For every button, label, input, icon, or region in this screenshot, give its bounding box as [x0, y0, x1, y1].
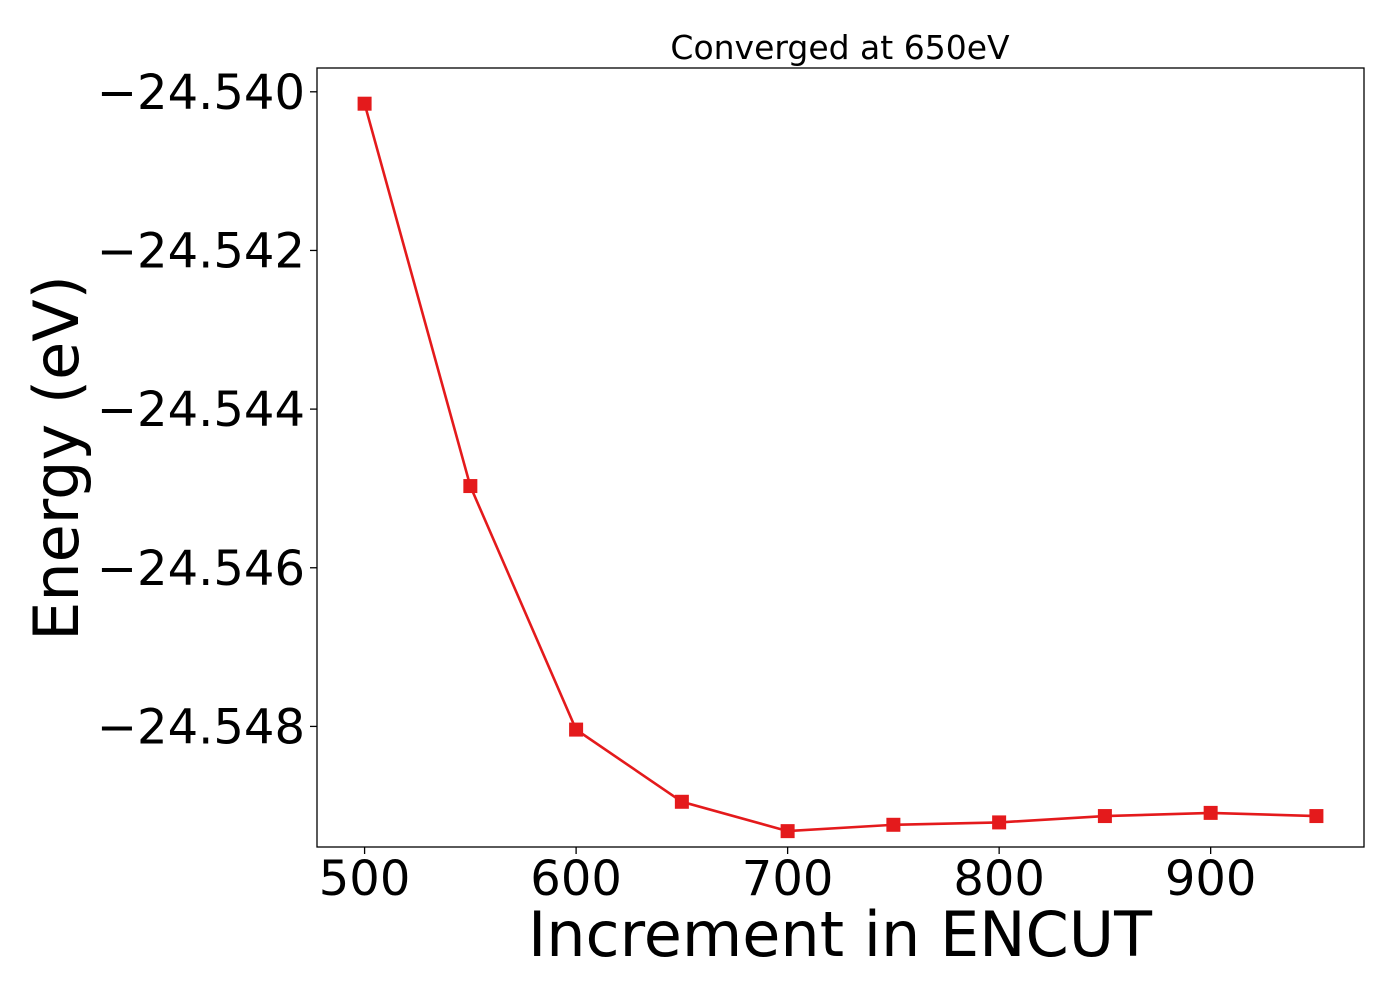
y-axis: −24.540 −24.542 −24.544 −24.546 −24.548	[97, 65, 317, 755]
data-point-marker	[1309, 809, 1324, 824]
x-axis: 500 600 700 800 900	[319, 847, 1257, 907]
y-tick-label: −24.546	[97, 541, 305, 597]
y-axis-label: Energy (eV)	[20, 275, 93, 641]
y-tick-label: −24.542	[97, 223, 305, 279]
data-point-marker	[463, 479, 478, 494]
x-axis-label: Increment in ENCUT	[528, 898, 1153, 971]
plot-area-frame	[316, 67, 1365, 848]
y-tick-label: −24.544	[97, 382, 305, 438]
x-tick-label: 500	[319, 851, 411, 907]
x-tick-label: 800	[953, 851, 1045, 907]
data-point-marker	[674, 794, 689, 809]
data-point-marker	[780, 824, 795, 839]
chart-title: Converged at 650eV	[670, 28, 1010, 67]
series-layer	[357, 96, 1324, 839]
data-point-marker	[569, 722, 584, 737]
y-tick-label: −24.548	[97, 699, 305, 755]
data-point-marker	[886, 817, 901, 832]
x-tick-label: 900	[1165, 851, 1257, 907]
data-point-marker	[1097, 809, 1112, 824]
y-tick-label: −24.540	[97, 65, 305, 121]
x-tick-label: 600	[530, 851, 622, 907]
x-tick-label: 700	[742, 851, 834, 907]
data-point-marker	[1203, 805, 1218, 820]
data-point-marker	[992, 815, 1007, 830]
data-point-marker	[357, 96, 372, 111]
series-line	[363, 103, 1317, 833]
